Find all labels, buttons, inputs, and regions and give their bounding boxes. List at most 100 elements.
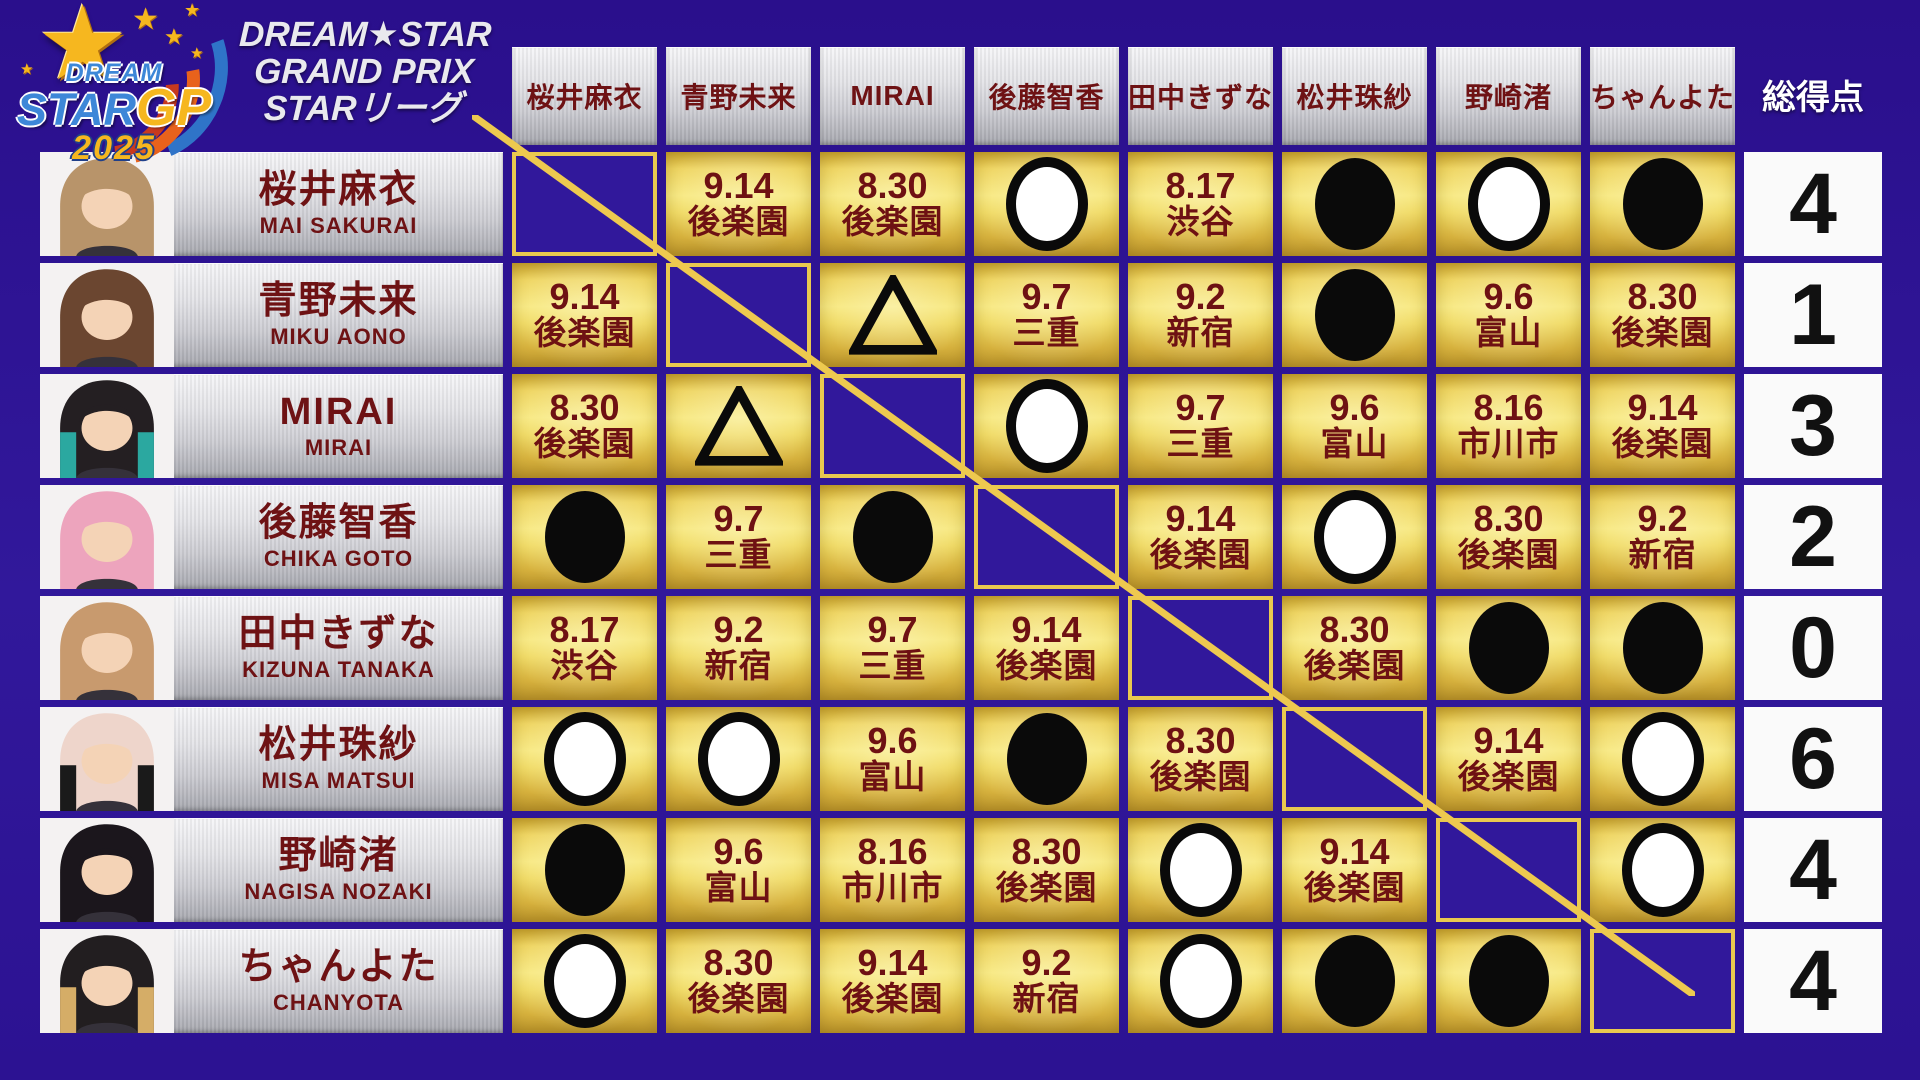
match-venue: 後楽園 (1149, 536, 1252, 574)
loss-circle-icon (1622, 602, 1703, 694)
match-cell (512, 818, 657, 922)
match-cell (1436, 152, 1581, 256)
match-cell (666, 707, 811, 811)
player-name-en: MIRAI (304, 434, 373, 460)
match-venue: 富山 (704, 869, 773, 907)
player-name-en: CHIKA GOTO (263, 545, 414, 571)
title-line-3: STARリーグ (263, 89, 463, 129)
match-cell (1282, 485, 1427, 589)
win-circle-icon (543, 712, 626, 806)
match-venue: 富山 (1320, 425, 1389, 463)
loss-circle-icon (1468, 935, 1549, 1027)
player-row-header: 後藤智香 CHIKA GOTO (40, 485, 503, 589)
column-header: 松井珠紗 (1282, 47, 1427, 145)
title-line-1: DREAM★STAR (238, 15, 493, 54)
match-cell (820, 485, 965, 589)
match-cell: 8.30 後楽園 (666, 929, 811, 1033)
player-name-ja: 桜井麻衣 (258, 169, 419, 212)
match-cell: 9.14 後楽園 (1436, 707, 1581, 811)
match-cell: 9.14 後楽園 (512, 263, 657, 367)
player-photo (40, 152, 174, 256)
match-cell (820, 263, 965, 367)
self-match-cell (974, 485, 1119, 589)
column-header: MIRAI (820, 47, 965, 145)
loss-circle-icon (544, 824, 625, 916)
match-cell: 9.2 新宿 (974, 929, 1119, 1033)
match-venue: 新宿 (1012, 980, 1081, 1018)
win-circle-icon (1005, 379, 1088, 473)
match-cell: 9.14 後楽園 (820, 929, 965, 1033)
logo-star-text: STAR (16, 84, 137, 135)
match-venue: 市川市 (841, 869, 944, 907)
player-name-en: NAGISA NOZAKI (244, 878, 433, 904)
match-date: 9.6 (1483, 276, 1534, 318)
page-title: DREAM★STAR GRAND PRIX STARリーグ (212, 15, 516, 129)
match-cell (1590, 707, 1735, 811)
match-cell: 8.16 市川市 (1436, 374, 1581, 478)
player-photo (40, 485, 174, 589)
match-venue: 渋谷 (1166, 203, 1235, 241)
win-circle-icon (1467, 157, 1550, 251)
logo-small-star-icon: ★ (190, 45, 204, 62)
match-cell (512, 929, 657, 1033)
player-name-ja: 松井珠紗 (258, 724, 419, 767)
match-cell: 8.30 後楽園 (820, 152, 965, 256)
match-cell: 9.7 三重 (1128, 374, 1273, 478)
match-cell (974, 707, 1119, 811)
match-date: 8.16 (1473, 387, 1544, 429)
loss-circle-icon (1314, 935, 1395, 1027)
match-date: 9.14 (857, 942, 928, 984)
win-circle-icon (1005, 157, 1088, 251)
player-photo (40, 707, 174, 811)
match-cell: 9.14 後楽園 (1590, 374, 1735, 478)
logo-year-text: 2025 (72, 128, 156, 167)
total-points-cell: 6 (1744, 707, 1882, 811)
player-avatar-icon (40, 596, 174, 700)
match-cell (512, 707, 657, 811)
self-match-cell (1128, 596, 1273, 700)
match-cell: 9.7 三重 (974, 263, 1119, 367)
match-date: 9.2 (1637, 498, 1688, 540)
match-venue: 新宿 (1166, 314, 1235, 352)
match-cell (1590, 152, 1735, 256)
logo-dream-text: DREAM (65, 59, 163, 87)
match-venue: 富山 (858, 758, 927, 796)
match-cell (1590, 818, 1735, 922)
player-name-ja: 田中きずな (238, 613, 439, 656)
self-match-cell (1590, 929, 1735, 1033)
win-circle-icon (1621, 712, 1704, 806)
match-date: 8.30 (1627, 276, 1698, 318)
self-match-cell (820, 374, 965, 478)
total-points-cell: 2 (1744, 485, 1882, 589)
match-cell: 9.6 富山 (820, 707, 965, 811)
match-venue: 後楽園 (687, 203, 790, 241)
player-name-en: MAI SAKURAI (259, 212, 418, 238)
match-cell: 9.2 新宿 (1590, 485, 1735, 589)
match-date: 9.7 (1021, 276, 1072, 318)
player-name-ja: ちゃんよた (238, 946, 439, 989)
win-circle-icon (1159, 934, 1242, 1028)
match-date: 9.14 (1165, 498, 1236, 540)
player-names: 桜井麻衣 MAI SAKURAI (174, 152, 503, 256)
league-logo: ★ ★ ★ ★ ★ ★ DREAM STARGP 2025 (14, 0, 256, 192)
match-venue: 三重 (1166, 425, 1235, 463)
self-match-cell (1436, 818, 1581, 922)
total-points-cell: 1 (1744, 263, 1882, 367)
match-venue: 市川市 (1457, 425, 1560, 463)
match-cell: 9.6 富山 (1436, 263, 1581, 367)
match-date: 9.2 (1021, 942, 1072, 984)
player-row-header: 野崎渚 NAGISA NOZAKI (40, 818, 503, 922)
total-points-header: 総得点 (1762, 79, 1864, 117)
match-venue: 後楽園 (841, 980, 944, 1018)
player-avatar-icon (40, 485, 174, 589)
match-date: 9.2 (713, 609, 764, 651)
total-points-cell: 4 (1744, 929, 1882, 1033)
player-name-en: MISA MATSUI (261, 767, 416, 793)
logo-wordmark: DREAM STARGP 2025 (14, 59, 214, 167)
match-venue: 新宿 (1628, 536, 1697, 574)
player-avatar-icon (40, 818, 174, 922)
column-header: 後藤智香 (974, 47, 1119, 145)
match-cell: 8.30 後楽園 (512, 374, 657, 478)
player-names: 野崎渚 NAGISA NOZAKI (174, 818, 503, 922)
loss-circle-icon (1314, 158, 1395, 250)
